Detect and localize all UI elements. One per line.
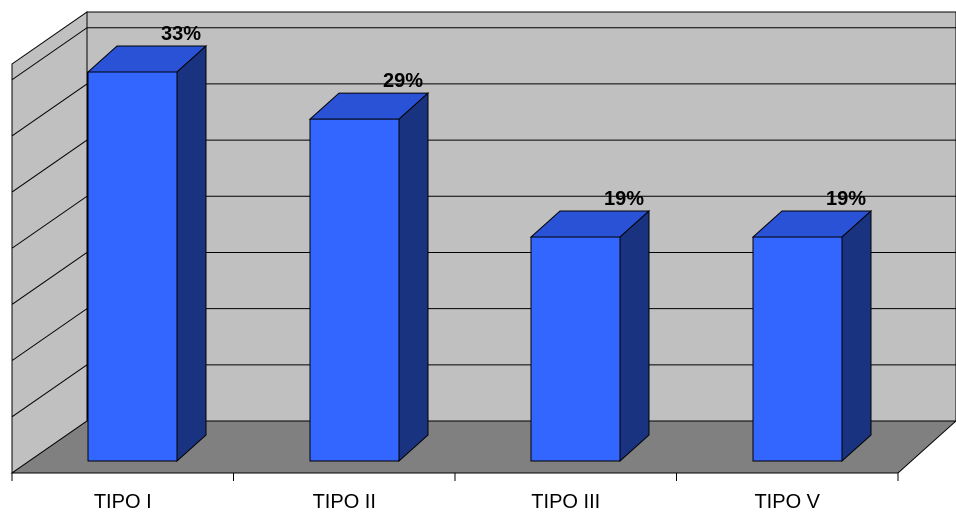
bar-side bbox=[176, 44, 207, 463]
side-gridline bbox=[11, 139, 88, 193]
bar bbox=[752, 236, 843, 462]
data-label: 19% bbox=[826, 188, 866, 210]
side-wall bbox=[11, 11, 88, 474]
side-gridline bbox=[11, 308, 88, 362]
x-tick-label: TIPO II bbox=[313, 491, 376, 512]
bar-side bbox=[398, 92, 429, 463]
data-label: 19% bbox=[604, 188, 644, 210]
side-gridline bbox=[11, 27, 88, 81]
data-label: 29% bbox=[383, 70, 423, 92]
bar bbox=[530, 236, 621, 462]
bar-side bbox=[841, 209, 872, 463]
bar bbox=[87, 71, 178, 462]
x-tick-label: TIPO I bbox=[94, 491, 152, 512]
floor bbox=[10, 420, 956, 474]
x-tick-label: TIPO V bbox=[754, 491, 820, 512]
x-tick-label: TIPO III bbox=[531, 491, 600, 512]
side-gridline bbox=[11, 83, 88, 137]
side-gridline bbox=[11, 195, 88, 249]
bar bbox=[309, 118, 400, 462]
data-label: 33% bbox=[161, 23, 201, 45]
side-gridline bbox=[11, 252, 88, 305]
bar-side bbox=[619, 209, 650, 463]
side-gridline bbox=[11, 364, 88, 418]
